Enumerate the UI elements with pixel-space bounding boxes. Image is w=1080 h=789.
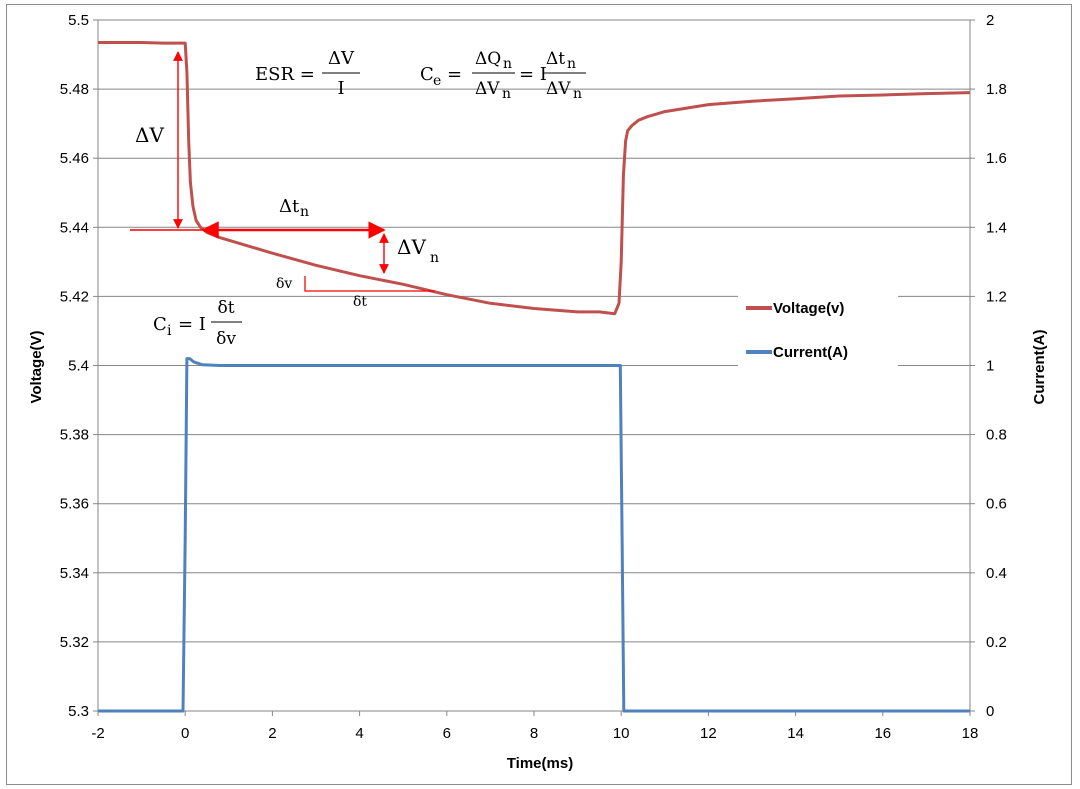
esr-num: ΔV — [328, 48, 355, 69]
x-tick-label: -2 — [91, 725, 104, 742]
right-y-tick-label: 0 — [986, 703, 994, 720]
legend-label-current: Current(A) — [773, 344, 848, 361]
right-y-axis-title: Current(A) — [1031, 330, 1048, 405]
left-y-tick-label: 5.3 — [68, 703, 89, 720]
x-tick-label: 14 — [787, 725, 804, 742]
ce-eq1: = — [447, 64, 462, 85]
right-y-tick-label: 1.8 — [986, 81, 1007, 98]
x-axis-title: Time(ms) — [507, 755, 573, 772]
x-tick-label: 8 — [530, 725, 538, 742]
right-y-tick-label: 1.6 — [986, 150, 1007, 167]
delta-vn-sub: n — [430, 250, 439, 266]
right-y-tick-label: 2 — [986, 12, 994, 29]
ce-den1: ΔV — [475, 79, 500, 99]
ci-lhs: C — [153, 314, 167, 335]
ce-num2: Δt — [546, 49, 565, 69]
delta-v-label: ΔV — [135, 123, 164, 147]
right-y-tick-labels: 0 0.2 0.4 0.6 0.8 1 1.2 1.4 1.6 1.8 2 — [986, 12, 1007, 720]
ce-eq2: = I — [519, 64, 547, 85]
small-dv-label: δv — [276, 276, 292, 292]
left-y-tick-label: 5.46 — [60, 150, 89, 167]
right-y-tick-label: 0.2 — [986, 634, 1007, 651]
series-line-voltage — [98, 41, 971, 316]
right-y-tick-label: 1.4 — [986, 219, 1007, 236]
x-tick-label: 12 — [700, 725, 717, 742]
ci-den: δv — [216, 329, 236, 349]
delta-tn-sub: n — [300, 204, 309, 220]
left-y-tick-label: 5.32 — [60, 634, 89, 651]
delta-tn-label: Δt — [279, 196, 300, 217]
right-y-tick-label: 0.6 — [986, 496, 1007, 513]
left-y-tick-label: 5.38 — [60, 427, 89, 444]
left-y-tick-label: 5.5 — [68, 12, 89, 29]
x-tick-label: 18 — [962, 725, 979, 742]
ce-num1-sub: n — [503, 56, 512, 72]
esr-den: I — [337, 78, 344, 99]
esr-lhs: ESR = — [255, 64, 315, 85]
small-dt-label: δt — [353, 294, 367, 310]
left-y-tick-label: 5.42 — [60, 288, 89, 305]
ce-den2: ΔV — [546, 79, 571, 99]
legend-label-voltage: Voltage(v) — [773, 300, 844, 317]
ce-num1: ΔQ — [475, 49, 501, 69]
ci-num: δt — [217, 298, 234, 318]
left-y-tick-label: 5.44 — [60, 219, 89, 236]
slope-triangle — [304, 276, 435, 292]
x-tick-label: 6 — [443, 725, 451, 742]
right-y-tick-label: 0.8 — [986, 427, 1007, 444]
legend: Voltage(v) Current(A) — [738, 290, 898, 370]
right-y-tick-label: 0.4 — [986, 565, 1007, 582]
left-y-tick-label: 5.36 — [60, 496, 89, 513]
annotation-arrows — [130, 51, 435, 292]
ce-den2-sub: n — [573, 86, 582, 102]
x-tick-label: 0 — [181, 725, 189, 742]
x-tick-labels: -2 0 2 4 6 8 10 12 14 16 18 — [91, 725, 978, 742]
left-y-tick-label: 5.4 — [68, 358, 89, 375]
ce-den1-sub: n — [502, 86, 511, 102]
series-layer — [98, 41, 971, 713]
left-y-tick-labels: 5.3 5.32 5.34 5.36 5.38 5.4 5.42 5.44 5.46 5.48 5.… — [60, 12, 89, 720]
x-tick-label: 10 — [613, 725, 630, 742]
ci-lhs-sub: i — [167, 323, 172, 339]
ce-lhs: C — [420, 64, 434, 85]
x-tick-label: 4 — [355, 725, 363, 742]
ce-num2-sub: n — [567, 56, 576, 72]
ci-eq: = I — [178, 314, 206, 335]
x-tick-label: 16 — [874, 725, 891, 742]
annotation-text: ESR = ΔV I C e = ΔQ n ΔV n = I Δt n ΔV n… — [135, 48, 586, 349]
ce-lhs-sub: e — [433, 73, 441, 89]
delta-vn-label: ΔV — [397, 235, 426, 259]
right-y-tick-label: 1.2 — [986, 288, 1007, 305]
right-y-tick-label: 1 — [986, 358, 994, 375]
left-y-tick-label: 5.48 — [60, 81, 89, 98]
series-line-current — [98, 357, 970, 713]
left-y-axis-title: Voltage(V) — [28, 330, 45, 403]
x-tick-label: 2 — [268, 725, 276, 742]
left-y-tick-label: 5.34 — [60, 565, 89, 582]
